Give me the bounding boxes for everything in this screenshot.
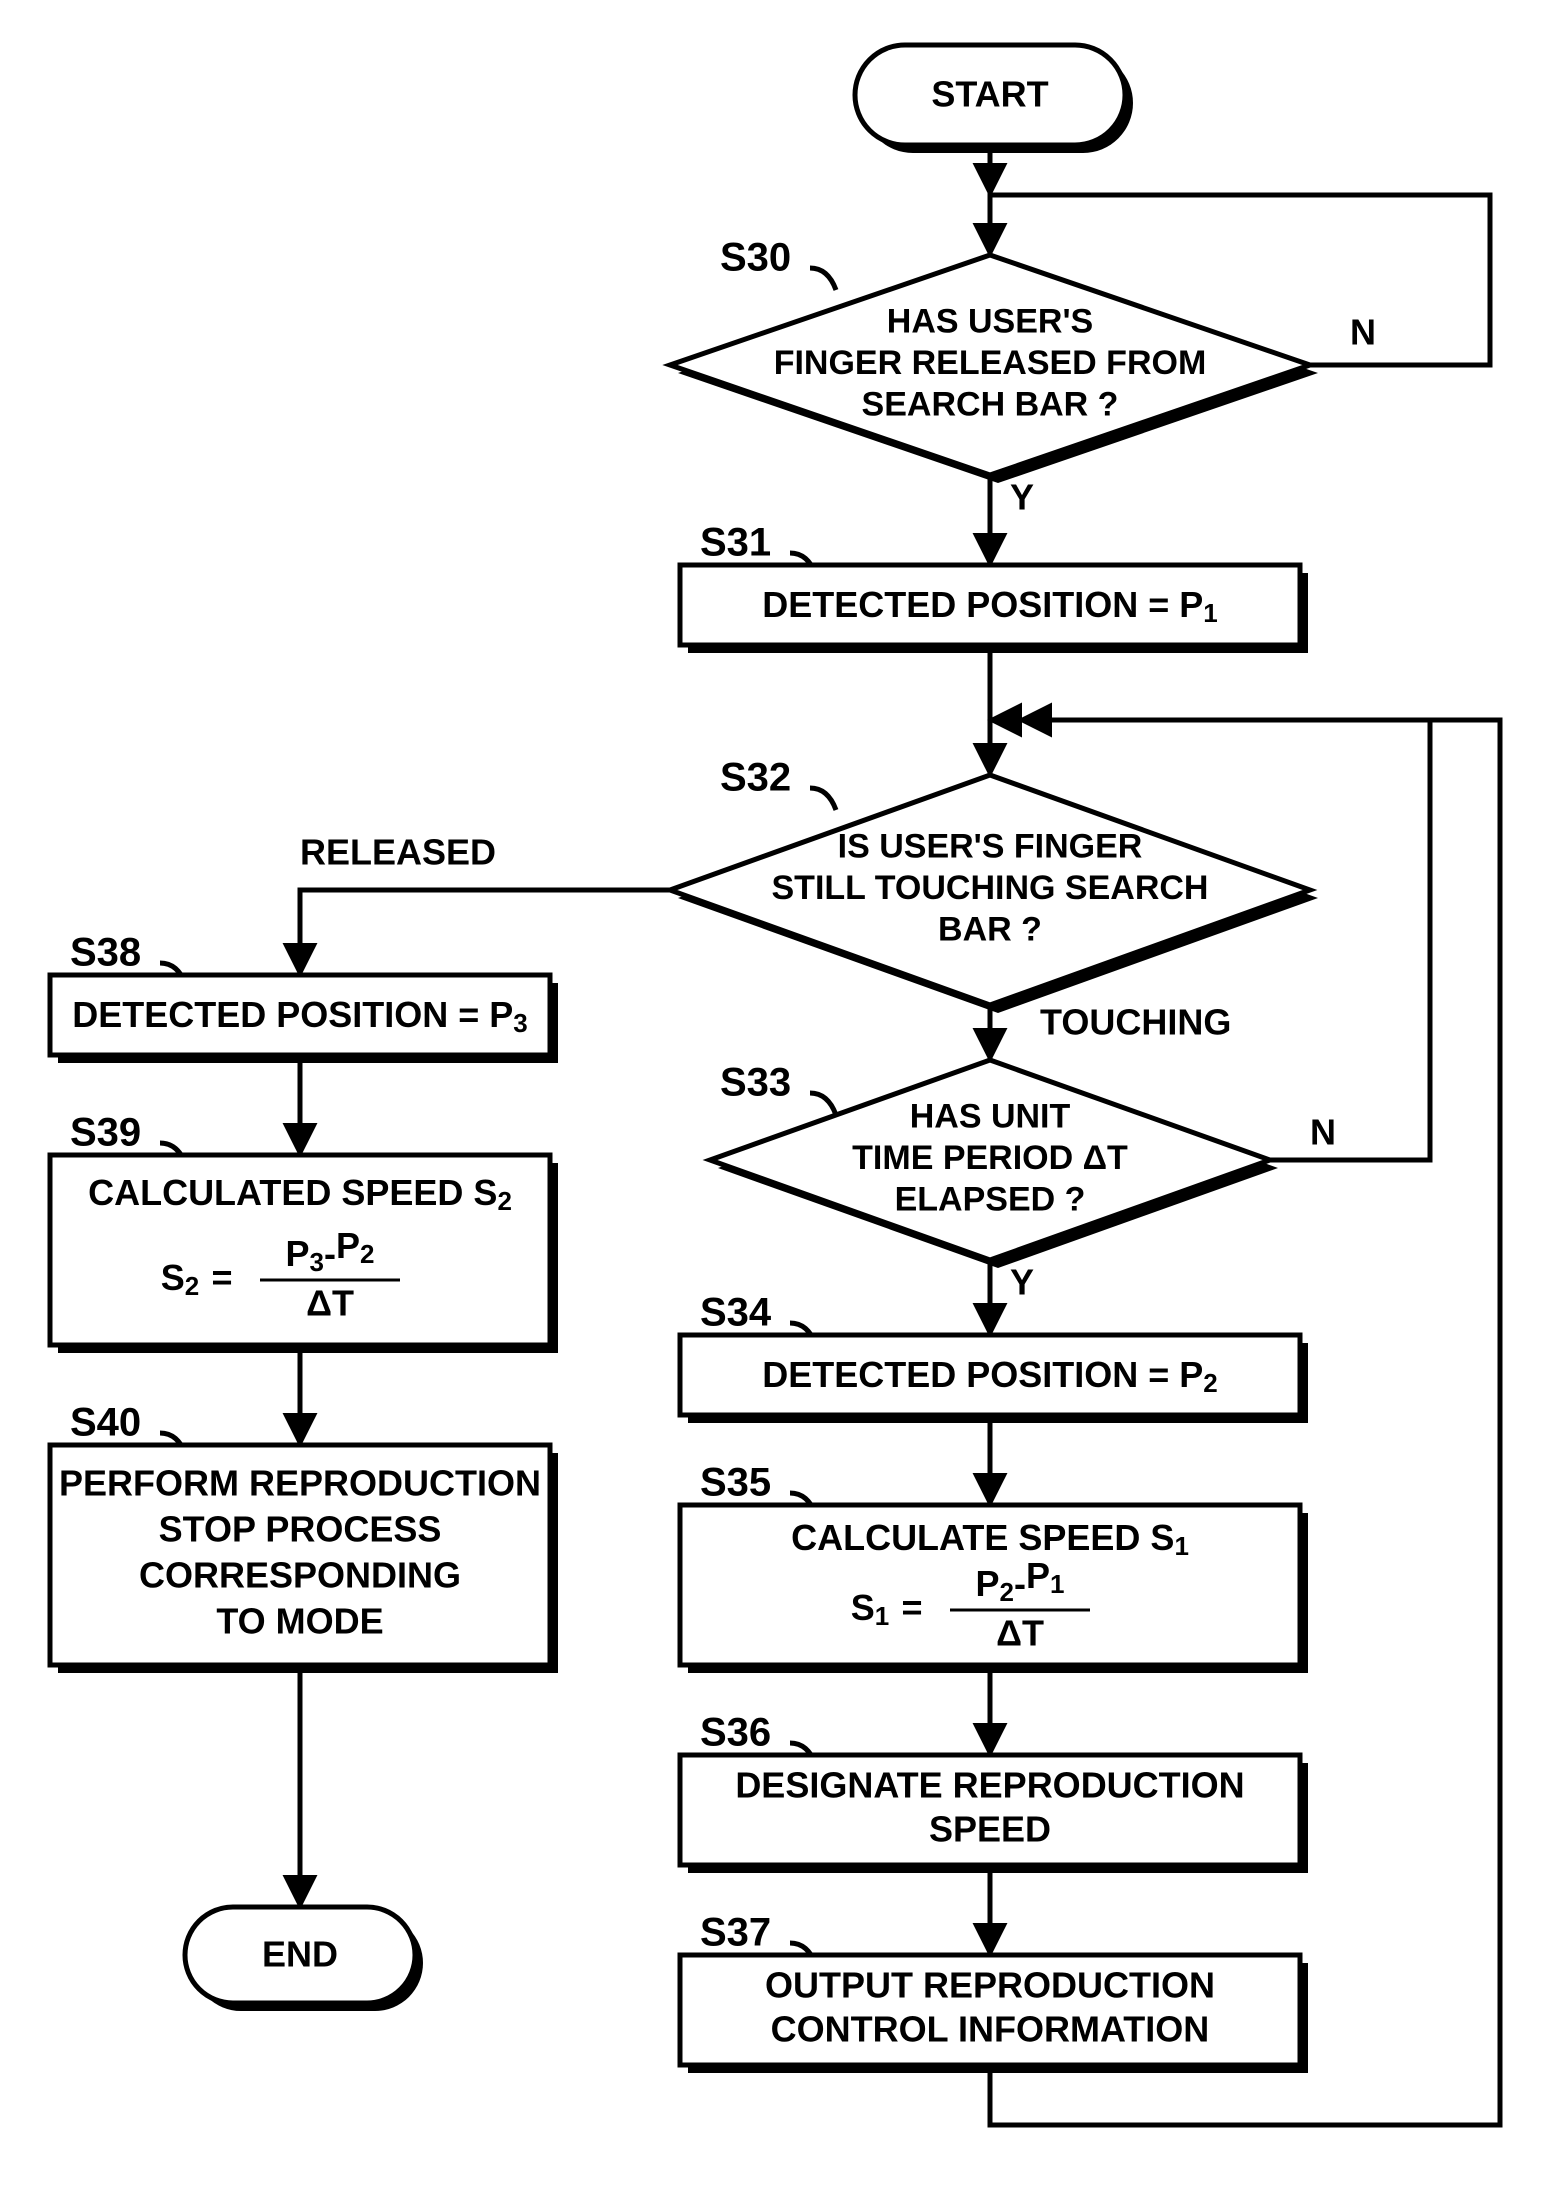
process-s34: DETECTED POSITION = P2: [680, 1335, 1308, 1423]
svg-text:ΔT: ΔT: [996, 1613, 1044, 1654]
process-s35: CALCULATE SPEED S1S1=P2-P1ΔT: [680, 1505, 1308, 1673]
process-s31: DETECTED POSITION = P1: [680, 565, 1308, 653]
svg-text:STOP PROCESS: STOP PROCESS: [159, 1509, 442, 1550]
svg-text:TO MODE: TO MODE: [216, 1601, 383, 1642]
process-s40: PERFORM REPRODUCTION STOP PROCESS CORRESPO…: [50, 1445, 558, 1673]
svg-text:BAR ?: BAR ?: [938, 910, 1042, 948]
process-s38: DETECTED POSITION = P3: [50, 975, 558, 1063]
svg-text:DETECTED POSITION = P3: DETECTED POSITION = P3: [72, 994, 528, 1038]
svg-text:DETECTED POSITION = P1: DETECTED POSITION = P1: [762, 584, 1218, 628]
decision-s30: HAS USER'SFINGER RELEASED FROMSEARCH BAR…: [670, 255, 1318, 483]
svg-text:S35: S35: [700, 1461, 771, 1505]
process-s37: OUTPUT REPRODUCTIONCONTROL INFORMATION: [680, 1955, 1308, 2073]
svg-text:=: =: [901, 1587, 922, 1628]
terminator-start: START: [855, 45, 1133, 153]
svg-text:SEARCH BAR ?: SEARCH BAR ?: [862, 385, 1119, 423]
svg-text:Y: Y: [1010, 1262, 1034, 1303]
svg-text:HAS USER'S: HAS USER'S: [887, 303, 1093, 341]
svg-text:STILL TOUCHING SEARCH: STILL TOUCHING SEARCH: [772, 869, 1209, 907]
svg-text:S36: S36: [700, 1711, 771, 1755]
svg-text:S38: S38: [70, 931, 141, 975]
svg-text:FINGER RELEASED FROM: FINGER RELEASED FROM: [774, 344, 1207, 382]
svg-text:IS USER'S FINGER: IS USER'S FINGER: [838, 828, 1143, 866]
svg-text:OUTPUT REPRODUCTION: OUTPUT REPRODUCTION: [765, 1965, 1215, 2006]
svg-text:PERFORM REPRODUCTION: PERFORM REPRODUCTION: [59, 1463, 541, 1504]
svg-text:CALCULATED SPEED S2: CALCULATED SPEED S2: [88, 1172, 512, 1216]
process-s39: CALCULATED SPEED S2S2=P3-P2ΔT: [50, 1155, 558, 1353]
svg-text:ΔT: ΔT: [306, 1283, 354, 1324]
svg-text:HAS UNIT: HAS UNIT: [910, 1098, 1071, 1136]
svg-text:S40: S40: [70, 1401, 141, 1445]
svg-text:=: =: [211, 1257, 232, 1298]
svg-text:N: N: [1310, 1112, 1336, 1153]
svg-text:CALCULATE SPEED S1: CALCULATE SPEED S1: [791, 1517, 1189, 1561]
svg-text:S32: S32: [720, 756, 791, 800]
step-label: S33: [720, 1061, 836, 1115]
svg-text:CORRESPONDING: CORRESPONDING: [139, 1555, 461, 1596]
svg-text:S39: S39: [70, 1111, 141, 1155]
svg-text:S31: S31: [700, 521, 771, 565]
step-label: S32: [720, 756, 836, 810]
step-label: S30: [720, 236, 836, 290]
svg-text:TIME PERIOD ΔT: TIME PERIOD ΔT: [852, 1139, 1128, 1177]
svg-text:SPEED: SPEED: [929, 1809, 1051, 1850]
decision-s33: HAS UNITTIME PERIOD ΔTELAPSED ?: [710, 1060, 1278, 1268]
svg-text:Y: Y: [1010, 477, 1034, 518]
svg-text:S34: S34: [700, 1291, 772, 1335]
arrow-s32-s38: [300, 890, 670, 975]
svg-text:S33: S33: [720, 1061, 791, 1105]
svg-text:START: START: [931, 74, 1048, 115]
svg-text:ELAPSED ?: ELAPSED ?: [895, 1180, 1086, 1218]
svg-text:N: N: [1350, 312, 1376, 353]
svg-text:DETECTED POSITION = P2: DETECTED POSITION = P2: [762, 1354, 1218, 1398]
svg-text:RELEASED: RELEASED: [300, 832, 496, 873]
process-s36: DESIGNATE REPRODUCTIONSPEED: [680, 1755, 1308, 1873]
svg-text:END: END: [262, 1934, 338, 1975]
svg-text:TOUCHING: TOUCHING: [1040, 1002, 1231, 1043]
svg-text:S30: S30: [720, 236, 791, 280]
terminator-end: END: [185, 1907, 423, 2011]
svg-text:DESIGNATE REPRODUCTION: DESIGNATE REPRODUCTION: [735, 1765, 1244, 1806]
svg-text:CONTROL INFORMATION: CONTROL INFORMATION: [771, 2009, 1210, 2050]
decision-s32: IS USER'S FINGERSTILL TOUCHING SEARCHBAR…: [670, 775, 1318, 1013]
svg-text:S37: S37: [700, 1911, 771, 1955]
